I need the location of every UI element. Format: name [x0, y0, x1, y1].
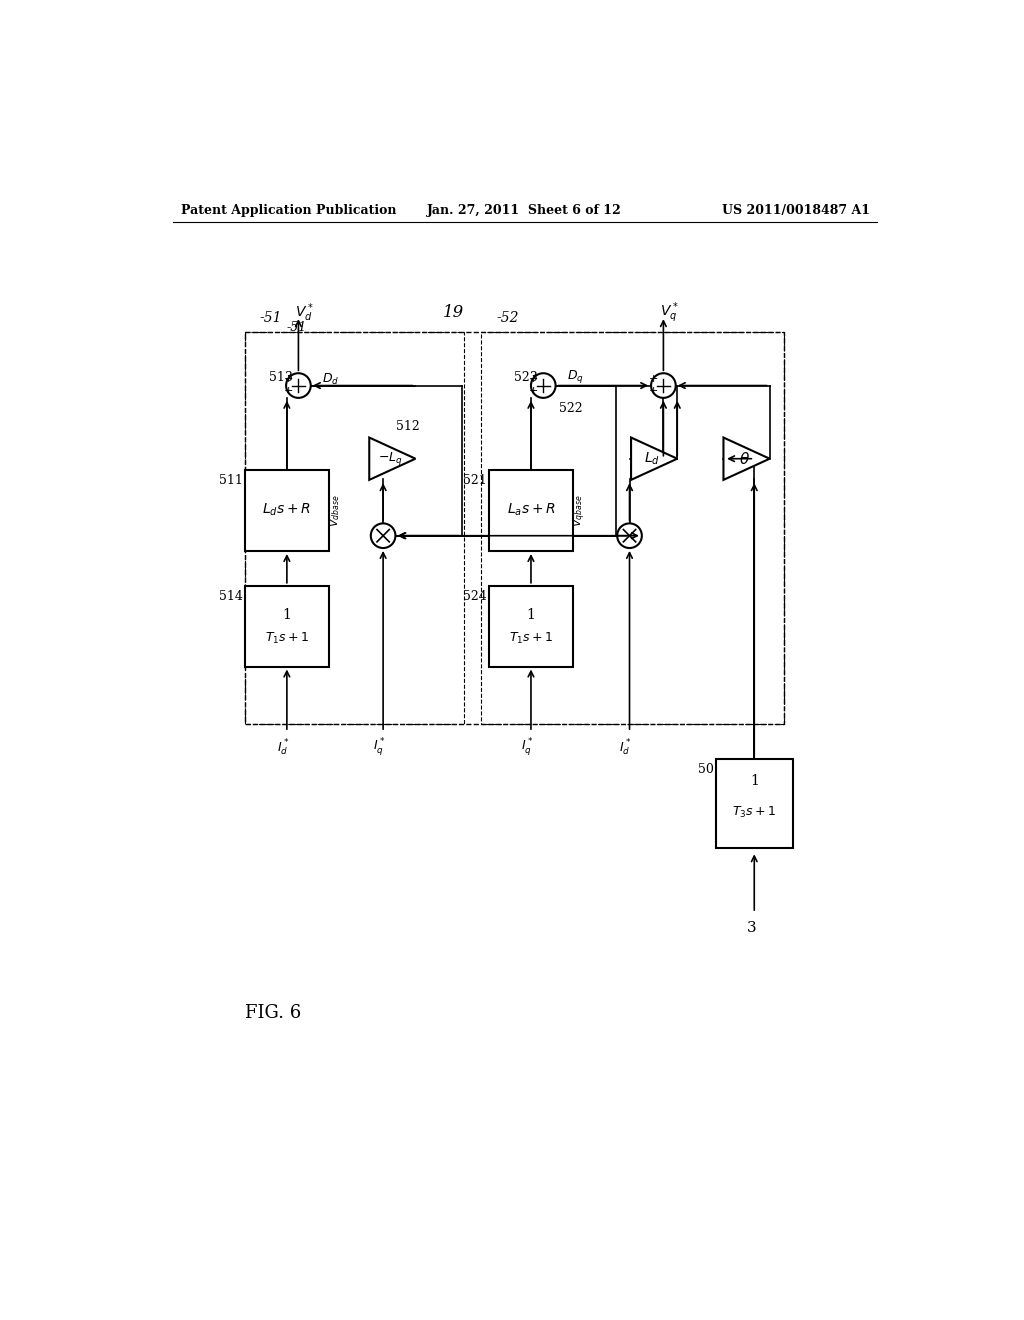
- Text: $D_q$: $D_q$: [567, 368, 584, 385]
- Text: -51: -51: [287, 321, 307, 334]
- Bar: [245, 470, 330, 552]
- Bar: [488, 586, 573, 667]
- Text: $V_{dbase}$: $V_{dbase}$: [329, 494, 342, 527]
- Text: +: +: [528, 375, 538, 384]
- Polygon shape: [631, 437, 677, 480]
- Text: 521: 521: [463, 474, 487, 487]
- Text: +: +: [284, 375, 293, 384]
- Text: 19: 19: [443, 304, 465, 321]
- Text: $I_d^*$: $I_d^*$: [620, 738, 632, 758]
- Text: $V_d^*$: $V_d^*$: [295, 301, 314, 323]
- Text: Patent Application Publication: Patent Application Publication: [180, 205, 396, 218]
- Text: $I_q^*$: $I_q^*$: [373, 737, 385, 759]
- Text: 524: 524: [463, 590, 487, 603]
- Text: $\theta$: $\theta$: [738, 450, 750, 467]
- Polygon shape: [724, 437, 770, 480]
- Circle shape: [286, 374, 310, 397]
- Text: 522: 522: [559, 403, 583, 416]
- Bar: [481, 331, 783, 725]
- Text: 511: 511: [219, 474, 243, 487]
- Circle shape: [371, 523, 395, 548]
- Text: 523: 523: [514, 371, 538, 384]
- Text: $I_q^*$: $I_q^*$: [521, 737, 534, 759]
- Text: 1: 1: [283, 609, 291, 622]
- Text: +: +: [528, 385, 538, 396]
- Text: $V_{qbase}$: $V_{qbase}$: [571, 494, 588, 527]
- Polygon shape: [370, 437, 416, 480]
- Text: Jan. 27, 2011  Sheet 6 of 12: Jan. 27, 2011 Sheet 6 of 12: [427, 205, 623, 218]
- Text: 50: 50: [698, 763, 714, 776]
- Text: 3: 3: [748, 921, 757, 936]
- Bar: [245, 586, 330, 667]
- Text: 512: 512: [396, 420, 420, 433]
- Text: $I_d^*$: $I_d^*$: [276, 738, 289, 758]
- Bar: [488, 470, 573, 552]
- Text: -51: -51: [260, 310, 283, 325]
- Circle shape: [617, 523, 642, 548]
- Text: US 2011/0018487 A1: US 2011/0018487 A1: [722, 205, 869, 218]
- Bar: [716, 759, 793, 847]
- Text: $L_d$: $L_d$: [644, 450, 659, 467]
- Text: 1: 1: [750, 774, 759, 788]
- Bar: [245, 331, 783, 725]
- Text: FIG. 6: FIG. 6: [245, 1005, 301, 1022]
- Text: 1: 1: [526, 609, 536, 622]
- Text: 514: 514: [219, 590, 243, 603]
- Circle shape: [651, 374, 676, 397]
- Text: $T_1s+1$: $T_1s+1$: [265, 631, 309, 645]
- Text: 513: 513: [269, 371, 293, 384]
- Bar: [245, 331, 464, 725]
- Text: $T_3s+1$: $T_3s+1$: [732, 805, 776, 821]
- Text: $-L_q$: $-L_q$: [378, 450, 402, 467]
- Text: -52: -52: [497, 310, 519, 325]
- Text: +: +: [648, 385, 658, 396]
- Text: +: +: [648, 375, 658, 384]
- Text: $D_d$: $D_d$: [323, 372, 340, 387]
- Text: $L_as+R$: $L_as+R$: [507, 502, 555, 519]
- Text: $L_ds+R$: $L_ds+R$: [262, 502, 311, 519]
- Text: $V_q^*$: $V_q^*$: [660, 300, 679, 325]
- Text: $T_1s+1$: $T_1s+1$: [509, 631, 553, 645]
- Circle shape: [531, 374, 556, 397]
- Text: +: +: [284, 385, 293, 396]
